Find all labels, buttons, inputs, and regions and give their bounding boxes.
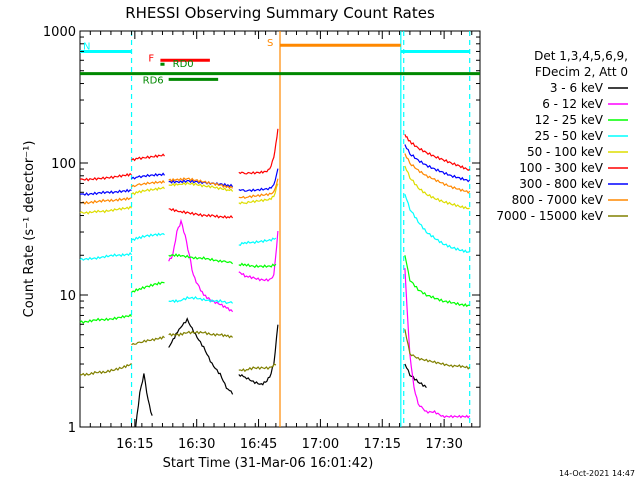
series-100-300-kev-segment-2 [131, 153, 165, 162]
series-300-800-kev-segment-1 [79, 188, 132, 197]
series-50-100-kev-segment-4 [238, 183, 279, 205]
series-300-800-kev-segment-4 [238, 168, 279, 193]
series-6-12-kev-segment-2 [238, 230, 279, 282]
series-25-50-kev-segment-5 [404, 194, 470, 253]
legend-label-12-25-kev: 12 - 25 keV [535, 113, 604, 127]
series-800-7000-kev-segment-4 [238, 178, 279, 200]
series-100-300-kev [79, 128, 471, 219]
x-axis: 16:15 16:30 16:45 17:00 17:15 17:30 [89, 31, 473, 452]
x-tick-label-17-15: 17:15 [364, 437, 401, 452]
series-50-100-kev-segment-3 [168, 181, 234, 192]
x-tick-label-16-30: 16:30 [178, 437, 215, 452]
legend-label-3-6-kev: 3 - 6 keV [550, 81, 604, 95]
state-label-f: F [148, 53, 154, 64]
series-100-300-kev-segment-5 [404, 134, 471, 172]
series-12-25-kev-segment-3 [168, 253, 234, 265]
chart-title: RHESSI Observing Summary Count Rates [125, 4, 435, 22]
legend-label-6-12-kev: 6 - 12 keV [542, 97, 604, 111]
series-300-800-kev-segment-5 [404, 144, 471, 183]
series-50-100-kev-segment-2 [131, 186, 165, 196]
series-800-7000-kev-segment-2 [131, 179, 165, 188]
series-12-25-kev-segment-4 [238, 262, 277, 269]
vertical-markers [130, 31, 471, 427]
series-12-25-kev [79, 253, 470, 324]
series-25-50-kev [79, 194, 470, 305]
legend-label-100-300-kev: 100 - 300 keV [519, 161, 603, 175]
y-tick-label-1: 1 [68, 421, 76, 436]
series-50-100-kev [79, 165, 470, 215]
series-7000-15000-kev-segment-4 [238, 363, 277, 373]
y-axis-label: Count Rate (s⁻¹ detector⁻¹) [22, 141, 37, 318]
state-bars: N F RD0 RD6 S [80, 38, 480, 86]
series-7000-15000-kev-segment-1 [79, 362, 132, 377]
series-7000-15000-kev-segment-3 [168, 330, 233, 339]
legend-label-50-100-kev: 50 - 100 keV [527, 145, 604, 159]
series-3-6-kev-segment-2 [168, 317, 234, 395]
series-800-7000-kev-segment-5 [404, 153, 471, 194]
series-3-6-kev-segment-4 [404, 363, 427, 389]
series-800-7000-kev-segment-1 [79, 196, 132, 205]
series-100-300-kev-segment-1 [79, 172, 132, 182]
x-tick-label-17-30: 17:30 [425, 437, 462, 452]
state-label-s: S [267, 38, 273, 49]
series-3-6-kev-segment-1 [135, 373, 153, 428]
y-tick-label-10: 10 [59, 289, 76, 304]
series-800-7000-kev-segment-3 [168, 177, 234, 190]
generated-timestamp: 14-Oct-2021 14:47 [559, 469, 635, 478]
legend-label-300-800-kev: 300 - 800 keV [519, 177, 603, 191]
legend-header-line-1: Det 1,3,4,5,6,9, [534, 49, 628, 63]
series-50-100-kev-segment-1 [79, 205, 132, 215]
x-axis-label: Start Time (31-Mar-06 16:01:42) [163, 456, 374, 471]
series-7000-15000-kev [79, 329, 471, 377]
series-25-50-kev-segment-2 [131, 232, 165, 242]
series-50-100-kev-segment-5 [404, 165, 470, 210]
y-tick-label-1000: 1000 [43, 25, 76, 40]
x-tick-label-16-15: 16:15 [116, 437, 153, 452]
series-12-25-kev-segment-1 [79, 313, 132, 324]
x-tick-label-16-45: 16:45 [240, 437, 277, 452]
legend-header-line-2: FDecim 2, Att 0 [535, 65, 628, 79]
state-label-rd0: RD0 [173, 59, 194, 70]
series-25-50-kev-segment-4 [238, 237, 277, 247]
series-100-300-kev-segment-3 [168, 207, 234, 219]
series-12-25-kev-segment-5 [404, 255, 470, 308]
x-tick-label-17-00: 17:00 [302, 437, 339, 452]
series-7000-15000-kev-segment-5 [404, 329, 471, 370]
series-300-800-kev-segment-2 [131, 172, 165, 180]
series-6-12-kev [168, 218, 471, 419]
series-25-50-kev-segment-1 [79, 251, 132, 261]
legend-label-25-50-kev: 25 - 50 keV [535, 129, 604, 143]
legend: Det 1,3,4,5,6,9, FDecim 2, Att 0 3 - 6 k… [496, 49, 628, 223]
series-12-25-kev-segment-2 [131, 281, 165, 293]
series-6-12-kev-segment-1 [168, 218, 234, 313]
series-3-6-kev-segment-3 [238, 324, 279, 386]
series-100-300-kev-segment-4 [238, 128, 279, 175]
legend-label-7000-15000-kev: 7000 - 15000 keV [496, 209, 603, 223]
state-label-rd6: RD6 [143, 75, 164, 86]
series-7000-15000-kev-segment-2 [131, 335, 165, 346]
series-lines [79, 128, 471, 428]
series-6-12-kev-segment-3 [404, 268, 471, 419]
y-axis: 1 10 100 1000 [43, 25, 480, 436]
y-tick-label-100: 100 [51, 157, 76, 172]
series-25-50-kev-segment-3 [168, 295, 234, 305]
legend-label-800-7000-kev: 800 - 7000 keV [512, 193, 604, 207]
state-label-n: N [83, 41, 90, 52]
series-3-6-kev [135, 317, 427, 428]
series-800-7000-kev [79, 153, 471, 205]
